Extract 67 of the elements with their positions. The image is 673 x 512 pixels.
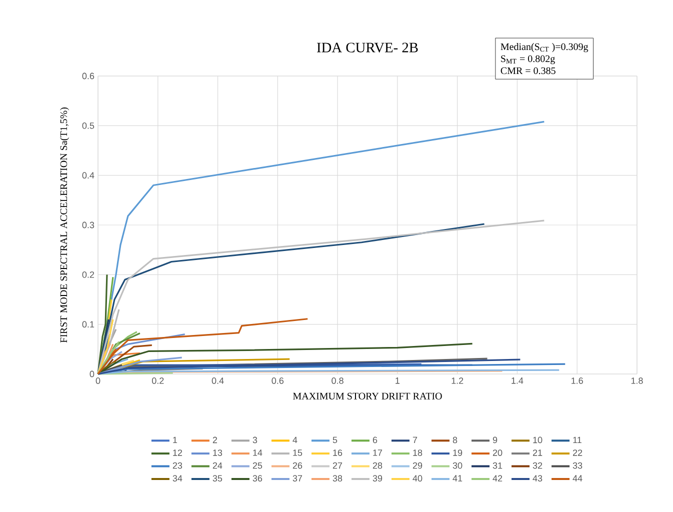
legend-label: 40	[412, 475, 422, 482]
legend-label: 13	[213, 450, 222, 456]
y-tick-label: 0.4	[82, 172, 94, 179]
legend-label: 10	[533, 436, 542, 444]
legend-label: 42	[492, 475, 502, 482]
x-axis-title: MAXIMUM STORY DRIFT RATIO	[293, 392, 442, 400]
legend-label: 34	[172, 475, 182, 482]
legend-label: 9	[492, 436, 498, 444]
legend-label: 20	[492, 450, 502, 456]
legend-label: 6	[372, 436, 378, 444]
legend-label: 37	[292, 475, 302, 482]
y-tick-label: 0.1	[82, 321, 94, 328]
legend-label: 38	[332, 475, 342, 482]
legend-label: 26	[292, 462, 302, 469]
x-tick-label: 0.4	[212, 378, 224, 384]
legend-label: 36	[252, 475, 262, 482]
chart-title: IDA CURVE- 2B	[316, 42, 418, 52]
legend-label: 15	[293, 450, 302, 456]
legend-label: 24	[212, 462, 222, 469]
x-tick-label: 1.4	[512, 378, 524, 384]
x-tick-label: 0.2	[152, 378, 164, 384]
x-tick-label: 0.8	[332, 378, 344, 384]
x-tick-label: 1.8	[631, 378, 643, 384]
y-tick-label: 0	[90, 370, 94, 378]
legend-label: 32	[532, 462, 542, 469]
legend-label: 35	[212, 475, 222, 482]
x-tick-label: 1.6	[572, 378, 583, 384]
x-tick-label: 0.6	[272, 378, 284, 384]
legend-label: 2	[212, 436, 217, 444]
legend-label: 7	[412, 436, 418, 444]
legend-label: 19	[453, 450, 462, 456]
legend-label: 16	[333, 450, 342, 456]
legend-label: 33	[572, 462, 582, 469]
legend-label: 22	[572, 450, 582, 456]
legend-label: 44	[572, 475, 582, 482]
y-tick-label: 0.6	[82, 72, 94, 80]
legend-label: 11	[573, 436, 582, 444]
x-tick-label: 1	[396, 378, 400, 384]
legend-label: 18	[413, 450, 422, 456]
legend-label: 1	[173, 436, 178, 444]
legend-label: 27	[332, 462, 342, 469]
y-tick-label: 0.3	[82, 222, 94, 228]
x-tick-label: 0	[96, 378, 100, 384]
legend-label: 30	[452, 462, 462, 469]
legend-label: 5	[332, 436, 338, 444]
text: S$_{MT}$ = 0.802g	[501, 55, 555, 64]
legend-label: 39	[372, 475, 382, 482]
legend-label: 21	[532, 450, 542, 456]
legend-label: 28	[372, 462, 382, 469]
legend-label: 43	[532, 475, 542, 482]
y-tick-label: 0.5	[82, 122, 94, 129]
legend-label: 41	[452, 475, 462, 482]
text: Median(S$_{CT}$ )=0.309g	[500, 43, 588, 52]
legend-label: 29	[412, 462, 422, 469]
legend-label: 4	[292, 436, 298, 444]
legend-label: 3	[252, 436, 258, 444]
x-tick-label: 1.2	[452, 378, 464, 384]
legend-label: 8	[452, 436, 458, 444]
legend-label: 14	[253, 450, 262, 456]
legend-label: 12	[173, 450, 182, 456]
y-tick-label: 0.2	[82, 271, 94, 278]
legend-label: 23	[172, 462, 182, 469]
legend-label: 25	[252, 462, 262, 469]
text: CMR = 0.385	[500, 67, 556, 74]
legend-label: 31	[492, 462, 502, 469]
legend-label: 17	[373, 450, 382, 456]
y-axis-title: FIRST MODE SPECTRAL ACCELERATION Sa(T1,5%)	[60, 108, 70, 343]
